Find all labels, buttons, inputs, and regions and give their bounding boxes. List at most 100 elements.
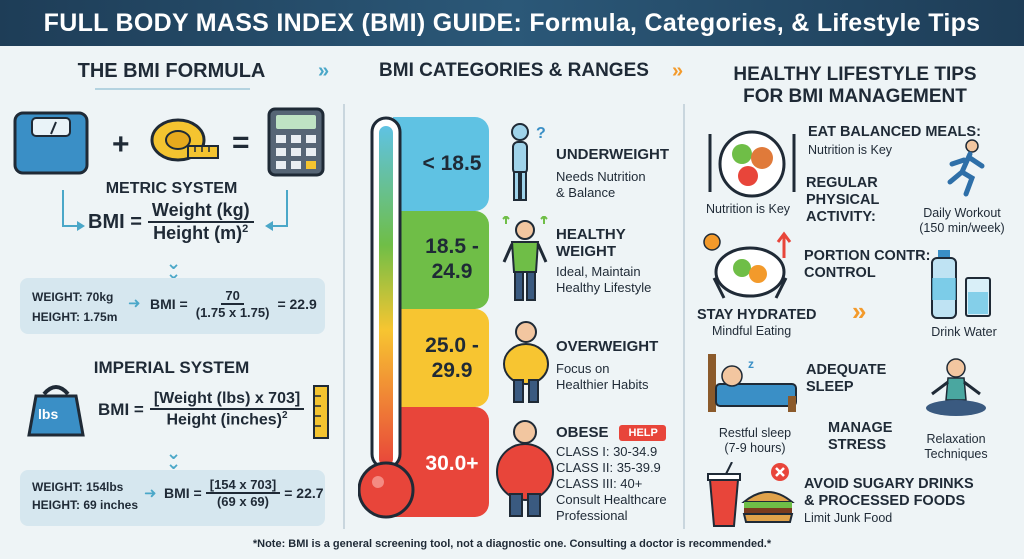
metric-example-box [20,278,325,334]
imperial-example-num: [154 x 703] [205,477,281,494]
tape-measure-icon [150,118,219,162]
category-healthy-desc1: Ideal, Maintain [556,264,641,279]
page-title: FULL BODY MASS INDEX (BMI) GUIDE: Formul… [43,9,981,37]
category-underweight-desc1: Needs Nutrition [556,169,646,184]
footer-note: *Note: BMI is a general screening tool, … [252,538,772,550]
calculator-icon [267,107,325,177]
thermometer-icon [358,116,415,519]
portion-plate-icon [703,231,792,299]
imperial-example-result: = 22.7 [284,485,324,501]
imperial-exponent: 2 [282,410,288,421]
header-banner: FULL BODY MASS INDEX (BMI) GUIDE: Formul… [0,0,1024,46]
sleep-caption2: (7-9 hours) [724,441,786,455]
hydrate-title: STAY HYDRATED [697,307,817,323]
category-overweight-desc1: Focus on [556,361,610,376]
portion-line1: PORTION CONTR: [804,248,931,264]
activity-caption: Daily Workout (150 min/week) [904,206,1020,236]
sugar-line1: AVOID SUGARY DRINKS [804,476,974,492]
hydrate-caption: Drink Water [931,325,997,339]
formula-title: THE BMI FORMULA [77,60,266,82]
category-underweight-desc2: & Balance [556,185,616,200]
weight-tag-label: lbs [38,406,59,422]
chevron-right-icon: » [318,60,330,82]
metric-example-lhs: BMI = [150,296,188,312]
tips-title-line2: FOR BMI MANAGEMENT [743,86,967,107]
balanced-plate-icon [708,130,796,198]
imperial-denominator-wrap: Height (inches)2 [162,410,291,429]
activity-caption2: (150 min/week) [919,221,1005,235]
category-healthy-title1: HEALTHY [556,226,626,243]
eat-sub: Nutrition is Key [808,143,893,157]
ruler-icon [313,385,329,439]
range-overweight: 25.0 - 29.9 [415,333,489,383]
range-overweight-line1: 25.0 - [425,334,479,357]
arrow-right-icon: ➜ [128,295,141,312]
metric-system-title: METRIC SYSTEM [105,180,238,197]
meditation-icon [926,358,986,416]
category-underweight: UNDERWEIGHT Needs Nutrition & Balance [556,146,669,201]
stress-line2: STRESS [828,437,887,453]
sugar-line2: & PROCESSED FOODS [804,493,966,509]
band-overweight [393,309,489,407]
activity-title: REGULAR PHYSICAL ACTIVITY: [806,175,879,226]
category-obese-title: OBESE [556,424,609,441]
weight-icon [27,385,85,437]
sleep-line1: ADEQUATE [806,362,887,378]
stress-caption2: Techniques [924,447,988,461]
band-healthy [393,211,489,309]
tips-title-line1: HEALTHY LIFESTYLE TIPS [733,64,977,85]
category-healthy-title2: WEIGHT [556,243,616,260]
band-underweight [393,117,489,211]
portion-line2: CONTROL [804,265,876,281]
imperial-fraction: [Weight (lbs) x 703] Height (inches)2 [149,390,305,429]
sleep-line2: SLEEP [806,379,854,395]
help-badge: HELP [618,424,666,441]
category-overweight: OVERWEIGHT Focus on Healthier Habits [556,338,658,393]
stress-title: MANAGE STRESS [828,420,892,454]
stress-line1: MANAGE [828,420,893,436]
imperial-system-title: IMPERIAL SYSTEM [93,358,250,377]
imperial-example-fraction: [154 x 703] (69 x 69) [205,477,281,509]
metric-denominator: Height (m) [153,223,243,243]
category-obese-class2: CLASS II: 35-39.9 [556,460,661,475]
water-bottle-icon [931,250,991,319]
range-healthy: 18.5 - 24.9 [415,234,489,284]
hydrate-sub: Mindful Eating [712,324,792,338]
metric-example-num: 70 [221,288,244,305]
column-divider-left [343,104,345,529]
imperial-formula: BMI = [Weight (lbs) x 703] Height (inche… [98,390,305,429]
sugar-title: AVOID SUGARY DRINKS & PROCESSED FOODS [804,476,974,510]
imperial-example-den: (69 x 69) [216,494,269,509]
activity-line2: PHYSICAL [806,192,880,208]
range-healthy-line2: 24.9 [431,260,473,283]
stress-caption1: Relaxation [926,432,986,446]
metric-exponent: 2 [242,223,249,235]
metric-example-result: = 22.9 [277,296,317,312]
column-divider-right [683,104,685,529]
stress-caption: Relaxation Techniques [906,432,1006,462]
scale-icon [13,111,89,175]
activity-line3: ACTIVITY: [806,209,876,225]
category-healthy-desc2: Healthy Lifestyle [556,280,652,295]
metric-example-height: HEIGHT: 1.75m [32,310,118,324]
categories-title: BMI CATEGORIES & RANGES [379,60,649,81]
metric-fraction: Weight (kg) Height (m)2 [147,200,254,244]
metric-example-fraction: 70 (1.75 x 1.75) [192,288,274,320]
runner-icon [947,139,985,197]
formula-arrows [62,190,288,231]
metric-formula-lhs: BMI = [88,210,142,233]
title-underline [95,88,250,90]
portion-title: PORTION CONTR: CONTROL [804,248,930,282]
sugar-sub: Limit Junk Food [804,511,893,525]
category-obese-class1: CLASS I: 30-34.9 [556,444,658,459]
imperial-formula-lhs: BMI = [98,399,144,419]
metric-example-den: (1.75 x 1.75) [195,305,270,320]
metric-example-weight: WEIGHT: 70kg [32,290,114,304]
imperial-example-box [20,470,325,526]
category-obese: OBESE HELP CLASS I: 30-34.9 CLASS II: 35… [556,424,667,524]
svg-text:z: z [748,357,754,371]
range-underweight: < 18.5 [422,152,482,175]
chevron-right-icon-2: » [672,60,684,82]
junk-food-icon [707,462,795,527]
sleep-caption1: Restful sleep [718,426,792,440]
